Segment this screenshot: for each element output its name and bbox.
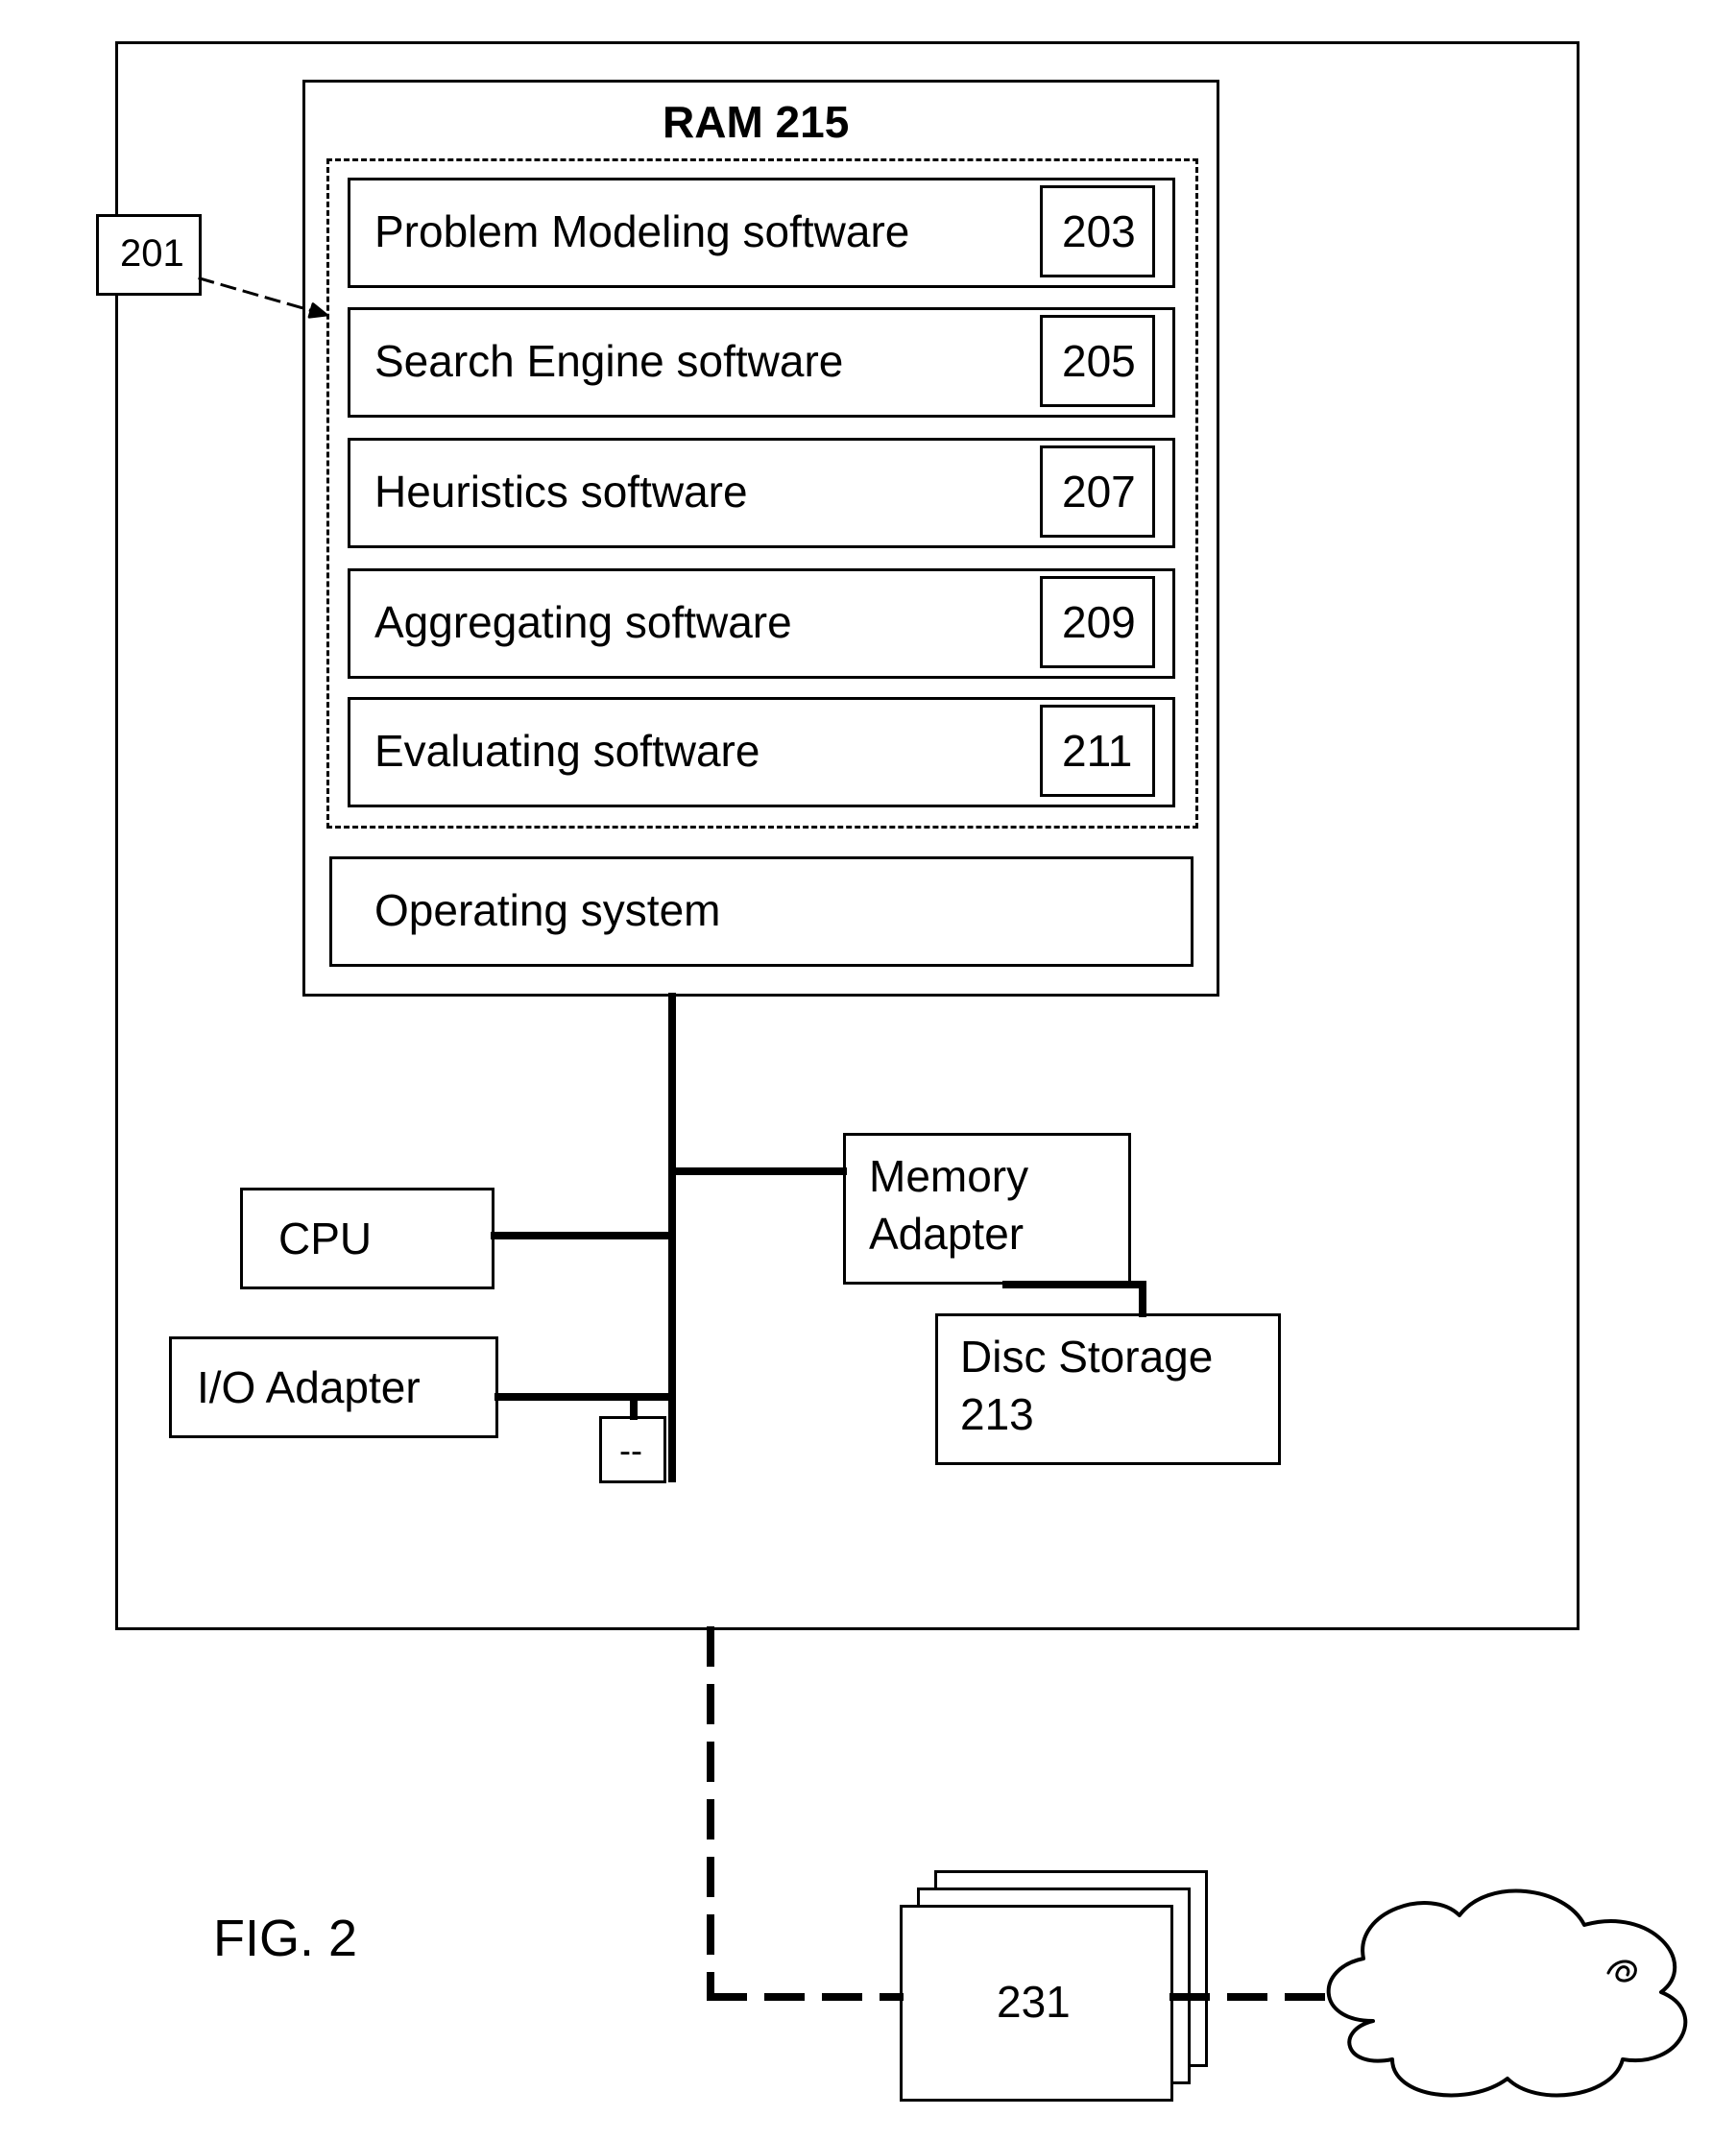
disc-storage-label-1: Disc Storage — [960, 1331, 1213, 1383]
ref-201-label: 201 — [120, 232, 184, 276]
ram-title: RAM 215 — [663, 96, 849, 148]
ram-item-num: 205 — [1062, 335, 1136, 387]
ram-item-num: 203 — [1062, 205, 1136, 257]
memory-adapter-label-2: Adapter — [869, 1208, 1024, 1260]
stack-231-label: 231 — [997, 1976, 1071, 2028]
ram-item-label: Heuristics software — [374, 466, 748, 517]
io-adapter-label: I/O Adapter — [197, 1361, 421, 1413]
ram-item-num: 209 — [1062, 596, 1136, 648]
ram-item-label: Aggregating software — [374, 596, 792, 648]
figure-caption: FIG. 2 — [213, 1909, 357, 1968]
ram-item-num: 207 — [1062, 466, 1136, 517]
ram-item-num: 211 — [1062, 725, 1132, 777]
ram-item-label: Evaluating software — [374, 725, 760, 777]
ram-item-label: Problem Modeling software — [374, 205, 909, 257]
disc-storage-label-2: 213 — [960, 1388, 1034, 1440]
operating-system-label: Operating system — [374, 884, 720, 936]
memory-adapter-label-1: Memory — [869, 1150, 1028, 1202]
network-label: Network — [1421, 1968, 1583, 2020]
ram-item-label: Search Engine software — [374, 335, 843, 387]
cpu-label: CPU — [278, 1213, 372, 1264]
small-dash-label: -- — [619, 1431, 642, 1471]
